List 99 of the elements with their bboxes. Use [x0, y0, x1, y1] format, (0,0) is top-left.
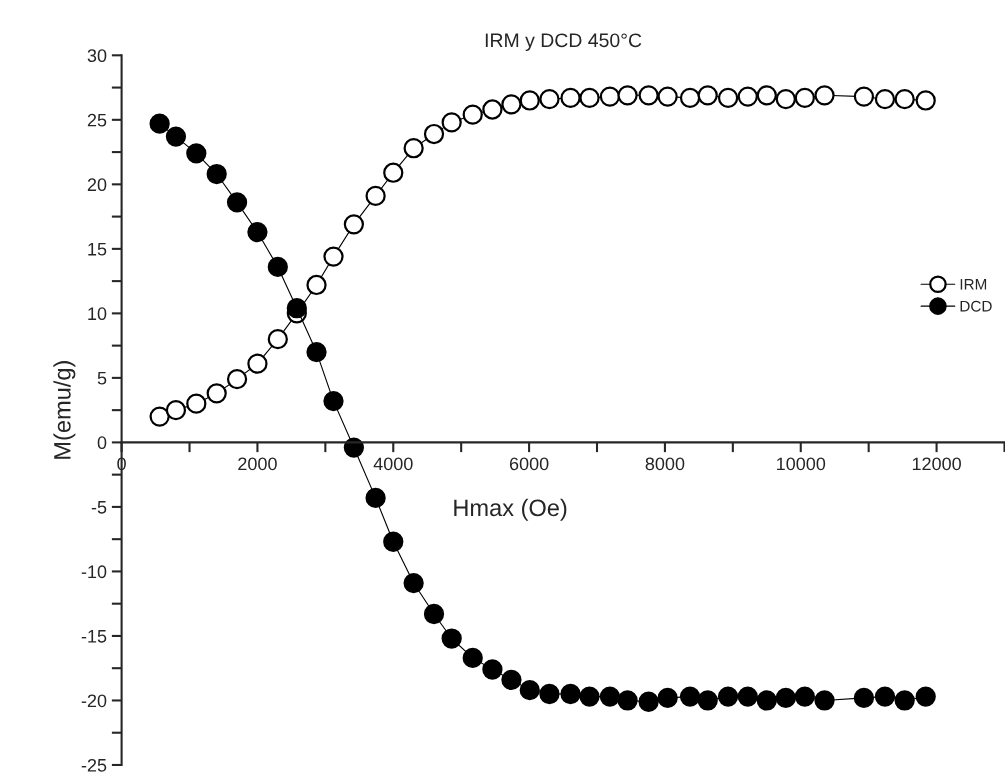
point — [539, 89, 560, 110]
y-tick-label: 10 — [88, 307, 107, 321]
point — [853, 86, 875, 107]
x-tick-label: 6000 — [509, 457, 549, 471]
x-tick-label: 8000 — [645, 457, 685, 471]
point — [874, 686, 896, 707]
y-tick-label: 30 — [87, 49, 107, 63]
point — [794, 686, 815, 707]
point — [657, 86, 678, 107]
point — [226, 192, 248, 213]
point — [737, 686, 758, 707]
chart-title: IRM y DCD 450°C — [485, 33, 642, 52]
x-axis-title: Hmax (Oe) — [454, 498, 567, 521]
point — [247, 353, 268, 374]
point — [441, 112, 462, 133]
point — [267, 329, 288, 350]
x-tick-label: 12000 — [912, 457, 961, 471]
point — [165, 126, 187, 147]
point — [403, 138, 424, 159]
point — [717, 87, 739, 109]
y-tick-label: 5 — [97, 372, 107, 385]
point — [775, 687, 796, 709]
y-tick-label: 25 — [87, 113, 107, 127]
y-tick-label: -20 — [81, 694, 107, 708]
x-tick-label: 4000 — [373, 457, 413, 471]
point — [756, 690, 777, 711]
point — [579, 87, 600, 109]
point — [579, 686, 600, 707]
point — [519, 90, 540, 111]
point — [775, 89, 796, 110]
point — [915, 90, 936, 111]
x-tick-label: 2000 — [238, 457, 277, 471]
point — [403, 572, 424, 594]
point — [206, 163, 227, 185]
point — [165, 400, 187, 421]
y-tick-label: 20 — [87, 178, 107, 192]
point — [186, 143, 207, 164]
point — [501, 669, 522, 690]
point — [560, 683, 581, 705]
point — [441, 628, 462, 649]
point — [599, 86, 621, 107]
point — [638, 691, 659, 712]
point — [756, 85, 777, 106]
point — [814, 85, 835, 106]
point — [737, 86, 758, 107]
point — [247, 221, 268, 243]
point — [519, 680, 540, 701]
point — [306, 341, 327, 363]
point — [323, 390, 344, 412]
point — [343, 214, 365, 235]
point — [365, 487, 386, 509]
point — [323, 246, 344, 267]
y-tick-label: -5 — [91, 501, 107, 514]
y-axis-title: M(emu/g) — [53, 361, 76, 459]
point — [697, 690, 718, 711]
y-tick-label: 0 — [97, 436, 107, 450]
point — [186, 393, 207, 414]
point — [462, 104, 483, 125]
point — [617, 85, 638, 106]
point — [423, 603, 445, 625]
y-tick-label: -15 — [81, 630, 107, 643]
point — [383, 162, 404, 183]
point — [365, 185, 386, 207]
point — [915, 686, 936, 707]
point — [482, 659, 503, 680]
point — [423, 123, 445, 145]
point — [794, 87, 815, 109]
point — [539, 683, 560, 705]
point — [206, 383, 227, 404]
point — [814, 690, 835, 711]
point — [501, 94, 522, 115]
point — [306, 274, 327, 296]
point — [149, 406, 170, 427]
y-tick-label: -25 — [81, 758, 107, 772]
legend-label: DCD — [960, 300, 992, 312]
point — [599, 686, 621, 707]
point — [697, 85, 718, 106]
point — [286, 298, 307, 319]
point — [657, 687, 678, 709]
point — [383, 531, 404, 552]
point — [894, 690, 915, 711]
point — [267, 256, 288, 278]
point — [462, 647, 483, 669]
y-tick-label: -10 — [81, 565, 107, 579]
point — [874, 89, 896, 110]
point — [149, 113, 170, 134]
point — [679, 87, 701, 109]
x-tick-label: 10000 — [777, 457, 826, 471]
point — [482, 99, 503, 120]
legend-label: IRM — [960, 279, 987, 290]
point — [617, 690, 638, 711]
point — [717, 686, 739, 707]
y-tick-label: 15 — [88, 242, 107, 256]
point — [226, 369, 248, 390]
point — [894, 89, 915, 110]
point — [853, 687, 875, 709]
point — [638, 85, 659, 106]
point — [679, 686, 701, 707]
point — [560, 87, 581, 109]
